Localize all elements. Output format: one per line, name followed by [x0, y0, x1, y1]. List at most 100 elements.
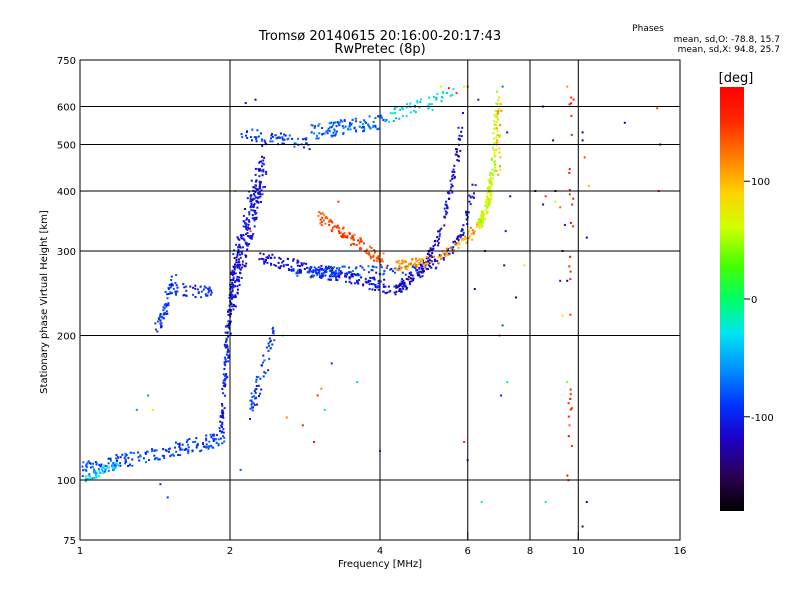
data-point	[221, 430, 224, 433]
data-point	[262, 159, 265, 162]
data-point	[370, 283, 373, 285]
data-point	[446, 206, 449, 209]
data-point	[331, 267, 333, 270]
data-point	[172, 454, 175, 457]
data-point	[246, 229, 249, 231]
data-point	[245, 225, 247, 228]
data-point	[493, 114, 496, 117]
data-point	[587, 184, 590, 187]
data-point	[451, 93, 454, 96]
data-point	[337, 230, 340, 233]
data-point	[402, 261, 405, 264]
data-point	[185, 285, 188, 288]
data-point	[267, 342, 270, 345]
data-point	[448, 192, 451, 195]
data-point	[496, 127, 498, 130]
data-point	[467, 211, 470, 214]
data-point	[156, 457, 159, 460]
data-point	[170, 279, 173, 281]
data-point	[486, 187, 489, 190]
data-point	[107, 469, 110, 472]
data-point	[427, 264, 430, 267]
data-point	[402, 283, 405, 286]
data-point	[481, 210, 484, 212]
data-point	[405, 260, 408, 263]
data-point	[240, 237, 243, 240]
data-point	[159, 322, 162, 325]
data-point	[440, 100, 443, 103]
data-point	[480, 226, 483, 229]
data-point	[500, 394, 503, 397]
data-point	[258, 169, 261, 172]
data-point	[285, 416, 288, 419]
data-point	[185, 441, 188, 443]
data-point	[316, 134, 318, 137]
data-point	[339, 270, 342, 273]
data-point	[382, 252, 385, 255]
data-point	[399, 290, 402, 293]
data-point	[414, 111, 417, 114]
data-point	[405, 106, 408, 109]
data-point	[232, 303, 235, 306]
data-point	[241, 252, 244, 255]
data-point	[411, 265, 414, 268]
data-point	[210, 291, 213, 294]
data-point	[389, 289, 392, 292]
data-point	[480, 215, 483, 218]
data-point	[252, 217, 255, 220]
data-point	[232, 253, 235, 256]
data-point	[93, 469, 96, 472]
data-point	[260, 257, 263, 260]
data-point	[568, 193, 571, 196]
data-point	[271, 343, 274, 346]
data-point	[487, 200, 490, 203]
data-point	[496, 139, 499, 142]
data-point	[151, 448, 153, 451]
data-point	[175, 284, 178, 287]
data-point	[283, 138, 286, 141]
data-point	[445, 253, 448, 256]
data-point	[335, 276, 338, 279]
data-point	[318, 272, 321, 275]
data-point	[427, 259, 430, 262]
data-point	[258, 185, 261, 188]
data-point	[329, 266, 332, 269]
data-point	[221, 409, 224, 412]
data-point	[254, 391, 257, 394]
data-point	[479, 221, 482, 224]
data-point	[438, 254, 441, 257]
data-point	[392, 120, 395, 122]
data-point	[328, 219, 331, 222]
data-point	[473, 288, 476, 290]
data-point	[261, 138, 263, 141]
data-point	[342, 226, 345, 229]
data-point	[348, 125, 351, 128]
data-point	[224, 385, 226, 388]
data-point	[222, 412, 225, 415]
data-point	[281, 142, 284, 145]
data-point	[425, 257, 428, 260]
data-point	[224, 375, 227, 378]
data-point	[394, 112, 396, 115]
data-point	[170, 284, 173, 287]
data-point	[351, 236, 354, 239]
data-point	[163, 304, 166, 306]
data-point	[416, 100, 419, 102]
data-point	[348, 231, 351, 234]
data-point	[491, 172, 494, 175]
data-point	[236, 285, 239, 288]
data-point	[459, 149, 462, 152]
data-point	[153, 449, 156, 452]
data-point	[422, 270, 424, 273]
data-point	[404, 284, 407, 287]
data-point	[445, 91, 448, 94]
data-point	[414, 267, 417, 270]
data-point	[233, 268, 236, 271]
data-point	[281, 261, 284, 264]
data-point	[434, 258, 436, 261]
data-point	[84, 480, 87, 483]
data-point	[462, 231, 465, 234]
data-point	[250, 204, 253, 207]
data-point	[237, 248, 240, 251]
data-point	[372, 254, 375, 257]
